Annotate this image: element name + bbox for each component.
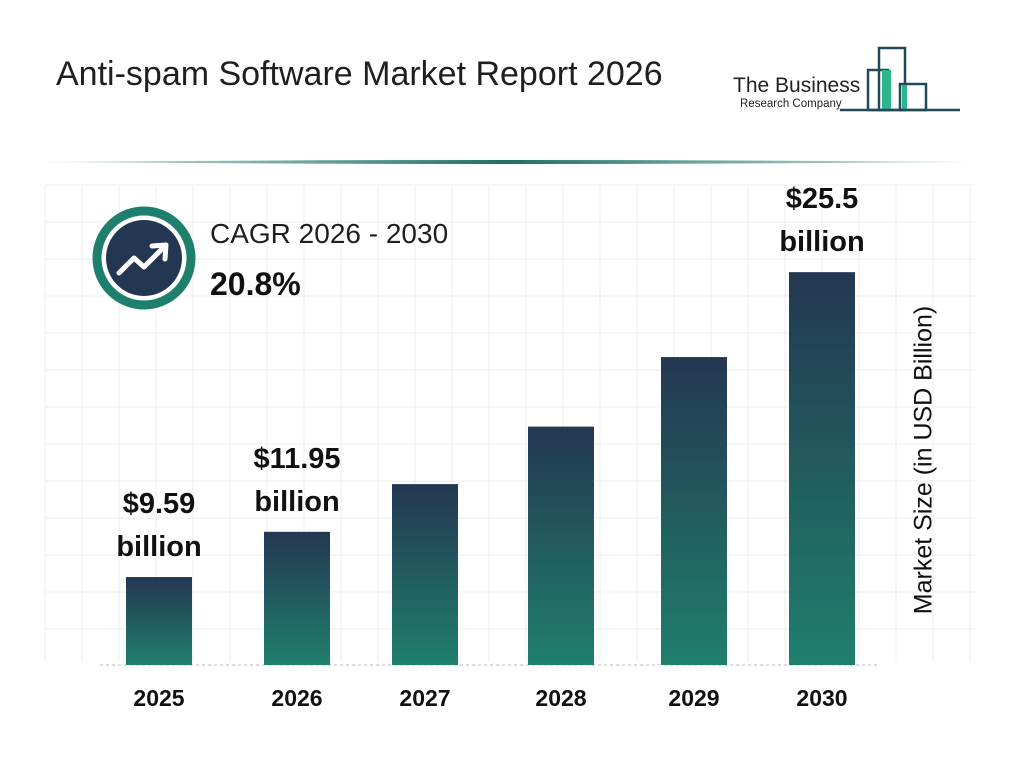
logo-text-primary: The Business bbox=[733, 74, 861, 97]
cagr-label: CAGR 2026 - 2030 bbox=[210, 218, 449, 249]
bar-2025 bbox=[126, 577, 192, 665]
trending-up-icon bbox=[92, 206, 196, 310]
bar-2027 bbox=[392, 484, 458, 665]
x-tick-label: 2028 bbox=[535, 685, 586, 711]
logo-buildings-icon bbox=[840, 46, 960, 112]
bar-2030 bbox=[789, 272, 855, 665]
data-label-unit: billion bbox=[254, 486, 339, 518]
data-label-unit: billion bbox=[116, 531, 201, 563]
x-tick-label: 2025 bbox=[133, 685, 184, 711]
data-label-value: $9.59 bbox=[123, 488, 196, 520]
logo-text-secondary: Research Company bbox=[740, 98, 842, 110]
title-divider bbox=[40, 160, 970, 164]
cagr-value: 20.8% bbox=[210, 266, 301, 302]
y-axis-label: Market Size (in USD Billion) bbox=[909, 305, 938, 615]
x-tick-label: 2027 bbox=[399, 685, 450, 711]
data-label-unit: billion bbox=[779, 226, 864, 258]
page-title: Anti-spam Software Market Report 2026 bbox=[56, 55, 663, 93]
x-tick-label: 2030 bbox=[796, 685, 847, 711]
bar-2028 bbox=[528, 426, 594, 665]
bar-2026 bbox=[264, 531, 330, 665]
company-logo: The Business Research Company bbox=[730, 44, 970, 118]
x-tick-label: 2026 bbox=[271, 685, 322, 711]
data-label-value: $25.5 bbox=[786, 183, 859, 215]
x-tick-label: 2029 bbox=[668, 685, 719, 711]
bar-2029 bbox=[661, 357, 727, 665]
data-label-value: $11.95 bbox=[253, 443, 340, 475]
